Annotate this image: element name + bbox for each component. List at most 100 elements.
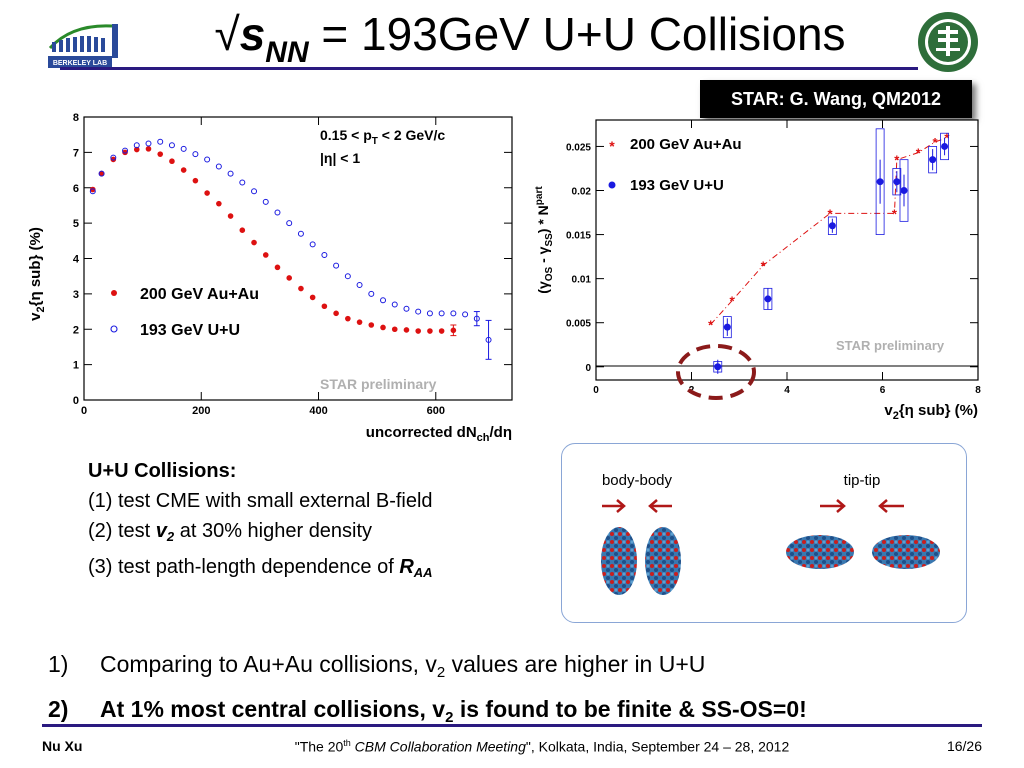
uu-point <box>462 311 469 318</box>
uu-point <box>286 220 293 227</box>
legend-marker-uu <box>110 325 118 333</box>
uu-point <box>251 188 258 195</box>
uu-sys-box <box>722 316 732 339</box>
legend-label-auau: 200 GeV Au+Au <box>630 136 742 153</box>
auau-point: * <box>761 258 767 273</box>
uu-sys-box <box>875 128 885 235</box>
uu-point <box>415 308 422 315</box>
watermark: STAR preliminary <box>320 376 437 392</box>
uu-sys-box <box>827 216 837 235</box>
body-body-label: body-body <box>602 472 673 489</box>
plot-frame <box>83 116 513 401</box>
tip-tip-arrows <box>820 499 904 513</box>
uu-point <box>98 170 105 177</box>
sqrt-symbol: √ <box>214 8 240 60</box>
y-tick-label: 0 <box>585 363 591 374</box>
legend-marker-uu <box>608 181 616 189</box>
auau-point <box>427 328 433 334</box>
auau-point <box>89 186 96 193</box>
legend-marker-auau: * <box>609 138 615 154</box>
legend-marker-auau <box>111 290 117 296</box>
conclusion-2: 2) At 1% most central collisions, v2 is … <box>48 696 807 726</box>
v2-vs-multiplicity-plot: 0 1 2 3 4 5 6 7 8 0 200 400 600 v2{η sub} (%) uncor… <box>27 112 513 444</box>
uu-point <box>239 179 246 186</box>
conclusion-1: 1) Comparing to Au+Au collisions, v2 val… <box>48 651 706 681</box>
uu-point <box>391 301 398 308</box>
y-tick-label: 2 <box>73 324 79 336</box>
uu-heading: U+U Collisions: <box>88 460 237 482</box>
uu-point <box>122 147 129 154</box>
pt-cut-annotation: 0.15 < pT < 2 GeV/c <box>320 127 445 147</box>
auau-point <box>286 275 293 281</box>
auau-point <box>145 146 152 152</box>
auau-point <box>309 294 316 301</box>
uu-point <box>764 295 772 303</box>
auau-point <box>333 310 339 317</box>
eta-cut-annotation: |η| < 1 <box>320 150 360 166</box>
uu-point <box>227 170 234 177</box>
uu-point <box>893 178 901 186</box>
auau-point <box>298 285 304 292</box>
auau-point <box>239 227 246 233</box>
uu-point <box>145 140 152 147</box>
auau-point <box>133 146 140 153</box>
y-tick-label: 0.015 <box>566 231 591 242</box>
auau-point <box>380 324 386 331</box>
uu-point <box>368 290 375 297</box>
uu-point <box>321 251 328 258</box>
auau-point <box>110 156 117 163</box>
uu-item-2: (2) test v2 at 30% higher density <box>88 520 373 544</box>
slide-title: √sNN = 193GeV U+U Collisions <box>150 6 910 81</box>
x-tick-label: 400 <box>309 405 327 417</box>
uranium-nucleus-body-1 <box>601 527 637 595</box>
y-tick-label: 5 <box>73 218 79 230</box>
auau-point: * <box>730 294 736 309</box>
highlight-ellipse <box>676 344 756 400</box>
uu-point <box>403 305 410 312</box>
footer-author: Nu Xu <box>42 738 83 754</box>
y-tick-label: 7 <box>73 147 79 159</box>
y-axis-label: v2{η sub} (%) <box>27 227 47 321</box>
x-tick-label: 600 <box>427 405 445 417</box>
auau-point <box>345 315 351 322</box>
uu-point <box>274 209 281 216</box>
watermark: STAR preliminary <box>836 338 945 353</box>
auau-point <box>438 328 445 334</box>
uu-point <box>941 142 949 150</box>
uu-point <box>297 230 304 237</box>
uranium-nucleus-body-2 <box>645 527 681 595</box>
auau-point <box>122 149 128 156</box>
auau-trend-line <box>710 137 948 325</box>
uu-point <box>204 156 211 163</box>
uu-sys-box <box>892 168 902 196</box>
conclusions-list: 1) Comparing to Au+Au collisions, v2 val… <box>48 646 998 736</box>
auau-point <box>391 326 398 333</box>
x-tick-label: 0 <box>593 385 599 396</box>
x-tick-label: 8 <box>975 385 981 396</box>
uranium-configurations-box: body-body tip-tip <box>561 443 967 623</box>
uu-sys-box <box>940 132 949 161</box>
uu-point <box>356 282 363 289</box>
auau-point <box>180 167 187 173</box>
auau-point: * <box>892 206 898 221</box>
y-tick-label: 0 <box>73 395 79 407</box>
y-tick-label: 4 <box>73 254 80 266</box>
uu-sys-box <box>928 146 938 174</box>
y-tick-label: 0.01 <box>572 275 592 286</box>
footer-page-number: 16/26 <box>946 738 982 754</box>
title-s: s <box>239 8 266 60</box>
auau-point <box>98 170 105 177</box>
x-tick-label: 6 <box>880 385 886 396</box>
uu-point <box>438 310 445 317</box>
auau-point <box>169 158 175 165</box>
title-underline <box>60 67 918 70</box>
y-tick-label: 1 <box>73 360 79 372</box>
uu-point <box>426 310 433 317</box>
uu-point <box>157 138 164 145</box>
auau-point <box>262 252 269 258</box>
auau-point: * <box>944 131 950 146</box>
uranium-nucleus-tip-1 <box>786 535 854 569</box>
uu-point <box>133 142 140 149</box>
uu-point <box>89 188 96 195</box>
